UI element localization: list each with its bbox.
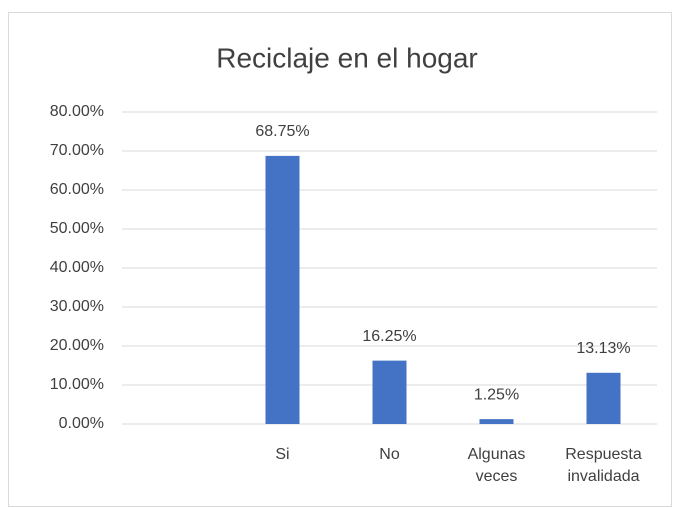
bar <box>479 419 514 424</box>
x-tick-label: No <box>379 446 400 463</box>
y-tick-label: 30.00% <box>50 298 104 315</box>
x-tick-label: Algunas veces <box>467 446 526 485</box>
y-tick-label: 0.00% <box>59 415 104 432</box>
data-label: 16.25% <box>362 328 416 345</box>
data-label: 68.75% <box>255 123 309 140</box>
x-tick-label: Respuesta invalidada <box>565 446 642 485</box>
data-label: 13.13% <box>576 340 630 357</box>
y-tick-label: 50.00% <box>50 220 104 237</box>
data-label: 1.25% <box>474 386 519 403</box>
y-tick-label: 80.00% <box>50 103 104 120</box>
bar <box>586 372 621 424</box>
y-tick-label: 60.00% <box>50 181 104 198</box>
bar <box>265 155 300 424</box>
y-tick-label: 20.00% <box>50 337 104 354</box>
bar <box>372 360 407 424</box>
y-tick-label: 70.00% <box>50 142 104 159</box>
chart-border <box>8 12 672 507</box>
y-tick-label: 10.00% <box>50 376 104 393</box>
y-tick-label: 40.00% <box>50 259 104 276</box>
chart-title: Reciclaje en el hogar <box>216 42 478 73</box>
x-tick-label: Si <box>275 446 290 463</box>
